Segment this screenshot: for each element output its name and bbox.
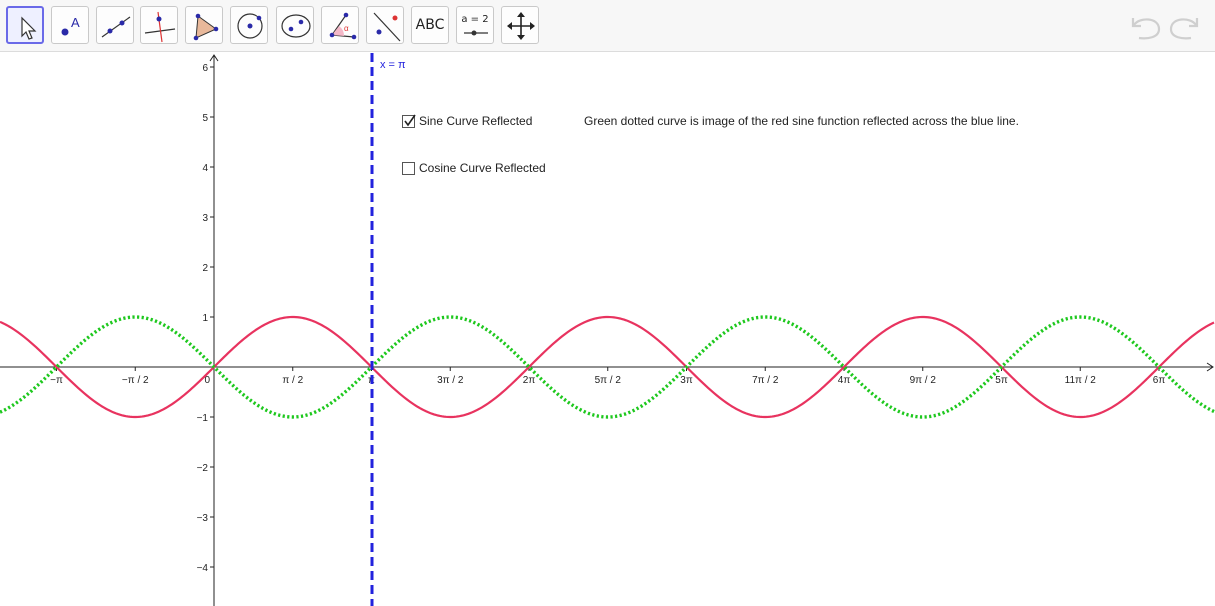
x-tick-label: 3π / 2 bbox=[437, 375, 464, 386]
point-tool-button[interactable]: A bbox=[51, 6, 89, 44]
x-tick-label: 9π / 2 bbox=[910, 375, 937, 386]
cosine-reflected-label: Cosine Curve Reflected bbox=[419, 161, 546, 175]
cosine-reflected-checkbox[interactable] bbox=[402, 161, 415, 175]
y-tick-label: −4 bbox=[197, 563, 209, 574]
info-text: Green dotted curve is image of the red s… bbox=[584, 114, 1019, 128]
sine-reflected-label: Sine Curve Reflected bbox=[419, 114, 533, 128]
axes bbox=[0, 54, 1214, 606]
text-icon: ABC bbox=[415, 17, 445, 33]
y-tick-label: 4 bbox=[202, 163, 208, 174]
slider-tool-button[interactable]: a = 2 bbox=[456, 6, 494, 44]
line-through-points-icon bbox=[101, 16, 131, 38]
arrow-cursor-icon bbox=[21, 16, 37, 40]
x-tick-label: 7π / 2 bbox=[752, 375, 779, 386]
y-tick-label: −3 bbox=[197, 513, 209, 524]
move-graphics-view-icon bbox=[507, 12, 535, 40]
x-tick-label: −π bbox=[50, 375, 63, 386]
x-tick-label: π / 2 bbox=[282, 375, 303, 386]
toolbar: A bbox=[0, 0, 1215, 52]
reflection-line-label: x = π bbox=[380, 59, 406, 71]
y-tick-label: −1 bbox=[197, 413, 209, 424]
text-tool-button[interactable]: ABC bbox=[411, 6, 449, 44]
y-axis-arrow bbox=[209, 54, 219, 62]
y-tick-label: 6 bbox=[202, 63, 208, 74]
x-tick-label: 4π bbox=[838, 375, 851, 386]
ellipse-icon bbox=[281, 14, 311, 38]
y-tick-label: 1 bbox=[202, 313, 208, 324]
sine-curve[interactable] bbox=[0, 315, 1215, 419]
circle-center-point-icon bbox=[237, 13, 263, 39]
polygon-icon bbox=[193, 13, 219, 41]
x-tick-label: 5π bbox=[995, 375, 1008, 386]
reflected-sine-curve[interactable] bbox=[0, 315, 1215, 419]
slider-icon bbox=[464, 30, 488, 36]
x-tick-label: −π / 2 bbox=[122, 375, 149, 386]
move-graphics-tool-button[interactable] bbox=[501, 6, 539, 44]
angle-tool-label: α bbox=[344, 24, 349, 33]
x-tick-label: 5π / 2 bbox=[595, 375, 622, 386]
conic-tool-button[interactable] bbox=[276, 6, 314, 44]
y-tick-label: 3 bbox=[202, 213, 208, 224]
y-tick-label: 5 bbox=[202, 113, 208, 124]
sine-reflected-checkbox-row[interactable]: Sine Curve Reflected bbox=[402, 114, 532, 128]
y-tick-label: 2 bbox=[202, 263, 208, 274]
cosine-reflected-checkbox-row[interactable]: Cosine Curve Reflected bbox=[402, 161, 546, 175]
angle-icon: α bbox=[329, 12, 357, 40]
sine-reflected-checkbox[interactable] bbox=[402, 114, 416, 128]
x-tick-label: 2π bbox=[523, 375, 536, 386]
line-tool-button[interactable] bbox=[96, 6, 134, 44]
y-tick-label: −2 bbox=[197, 463, 209, 474]
angle-tool-button[interactable]: α bbox=[321, 6, 359, 44]
move-tool-button[interactable] bbox=[6, 6, 44, 44]
reflect-tool-button[interactable] bbox=[366, 6, 404, 44]
x-tick-label: 6π bbox=[1153, 375, 1166, 386]
undo-redo-group bbox=[1131, 18, 1199, 40]
perpendicular-tool-button[interactable] bbox=[140, 6, 178, 44]
redo-icon[interactable] bbox=[1169, 18, 1199, 40]
point-tool-label: A bbox=[71, 15, 80, 30]
x-tick-label: 0 bbox=[204, 375, 210, 386]
point-icon: A bbox=[61, 15, 80, 36]
slider-icon-label: a = 2 bbox=[461, 14, 489, 25]
checkmark-icon bbox=[404, 114, 416, 126]
undo-icon[interactable] bbox=[1131, 18, 1161, 40]
x-tick-label: 3π bbox=[680, 375, 693, 386]
perpendicular-line-icon bbox=[144, 11, 176, 43]
reflect-about-line-icon bbox=[373, 12, 401, 42]
circle-tool-button[interactable] bbox=[230, 6, 268, 44]
x-axis-arrow bbox=[1206, 362, 1214, 372]
polygon-tool-button[interactable] bbox=[185, 6, 223, 44]
x-tick-label: 11π / 2 bbox=[1065, 375, 1097, 386]
